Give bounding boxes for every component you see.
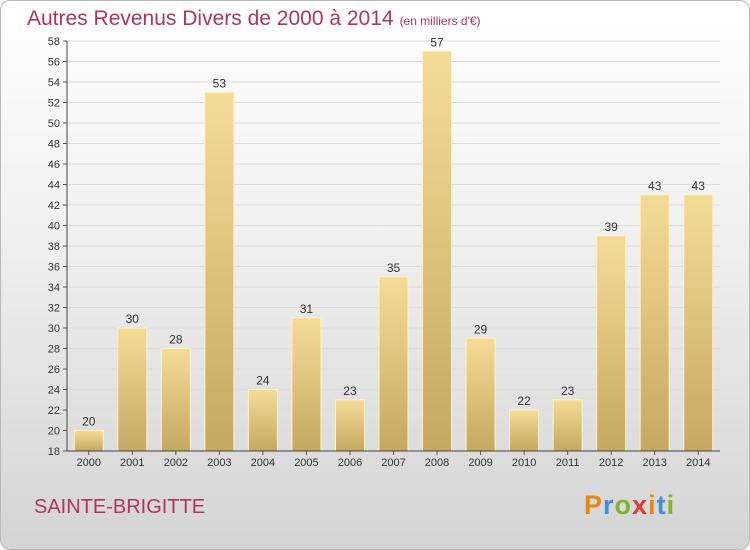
bar [422, 50, 453, 452]
y-tick-label: 42 [48, 200, 60, 212]
y-tick-label: 40 [48, 221, 60, 233]
logo-letter: o [614, 490, 633, 520]
title-text: Autres Revenus Divers de 2000 à 2014 [27, 7, 394, 30]
logo-letter: i [666, 490, 676, 520]
x-tick-label: 2013 [642, 457, 666, 469]
x-tick-label: 2009 [468, 457, 492, 469]
y-tick-label: 58 [48, 36, 60, 48]
subtitle-text: (en milliers d'€) [399, 14, 481, 28]
y-tick-label: 44 [48, 180, 60, 192]
y-tick-label: 20 [48, 426, 60, 438]
bar [160, 348, 191, 452]
y-tick-label: 48 [48, 139, 60, 151]
y-tick-label: 32 [48, 303, 60, 315]
logo-letter: i [648, 490, 657, 520]
data-label: 22 [517, 394, 531, 408]
data-label: 53 [213, 76, 227, 90]
x-tick-label: 2010 [512, 457, 536, 469]
logo-letter: t [656, 490, 667, 520]
x-tick-label: 2003 [207, 457, 231, 469]
y-tick-label: 18 [48, 446, 60, 458]
y-tick-label: 54 [48, 77, 60, 89]
data-label: 39 [604, 220, 618, 234]
x-tick-label: 2002 [164, 457, 188, 469]
bar [683, 194, 714, 452]
y-tick-label: 50 [48, 118, 60, 130]
x-tick-label: 2011 [556, 457, 580, 469]
bar [639, 194, 670, 452]
data-label: 35 [387, 261, 401, 275]
y-tick-label: 38 [48, 241, 60, 253]
bar [291, 317, 322, 452]
bar [509, 409, 540, 452]
y-tick-label: 34 [48, 282, 60, 294]
y-tick-label: 52 [48, 98, 60, 110]
bar [378, 276, 409, 452]
y-tick-label: 28 [48, 344, 60, 356]
data-label: 29 [474, 322, 488, 336]
data-label: 43 [648, 179, 662, 193]
logo-letter: r [603, 490, 615, 520]
y-tick-label: 22 [48, 405, 60, 417]
x-tick-label: 2007 [381, 457, 405, 469]
bar [73, 430, 104, 452]
bar [465, 337, 496, 452]
bar [247, 389, 278, 452]
y-tick-label: 46 [48, 159, 60, 171]
data-label: 43 [692, 179, 706, 193]
proxiti-logo: Proxiti [584, 490, 675, 521]
logo-letter: x [632, 490, 649, 520]
x-tick-label: 2005 [294, 457, 318, 469]
data-label: 24 [256, 374, 270, 388]
x-tick-label: 2000 [77, 457, 101, 469]
y-tick-label: 30 [48, 323, 60, 335]
bar [596, 235, 627, 452]
y-tick-label: 26 [48, 364, 60, 376]
y-tick-label: 36 [48, 262, 60, 274]
commune-name: SAINTE-BRIGITTE [34, 496, 206, 518]
x-tick-label: 2004 [251, 457, 275, 469]
x-tick-label: 2012 [599, 457, 623, 469]
bar [204, 91, 235, 452]
x-tick-label: 2008 [425, 457, 449, 469]
data-label: 23 [561, 384, 575, 398]
data-label: 31 [300, 302, 314, 316]
x-tick-label: 2001 [120, 457, 144, 469]
y-tick-label: 56 [48, 57, 60, 69]
y-tick-label: 24 [48, 385, 60, 397]
data-label: 20 [82, 415, 96, 429]
data-label: 23 [343, 384, 357, 398]
x-tick-label: 2014 [686, 457, 710, 469]
bar [334, 399, 365, 452]
data-label: 57 [430, 35, 444, 49]
x-tick-label: 2006 [338, 457, 362, 469]
logo-letter: P [584, 490, 604, 520]
chart-title: Autres Revenus Divers de 2000 à 2014 (en … [27, 7, 481, 31]
bar [117, 327, 148, 452]
bar [552, 399, 583, 452]
data-label: 30 [126, 312, 140, 326]
data-label: 28 [169, 333, 183, 347]
